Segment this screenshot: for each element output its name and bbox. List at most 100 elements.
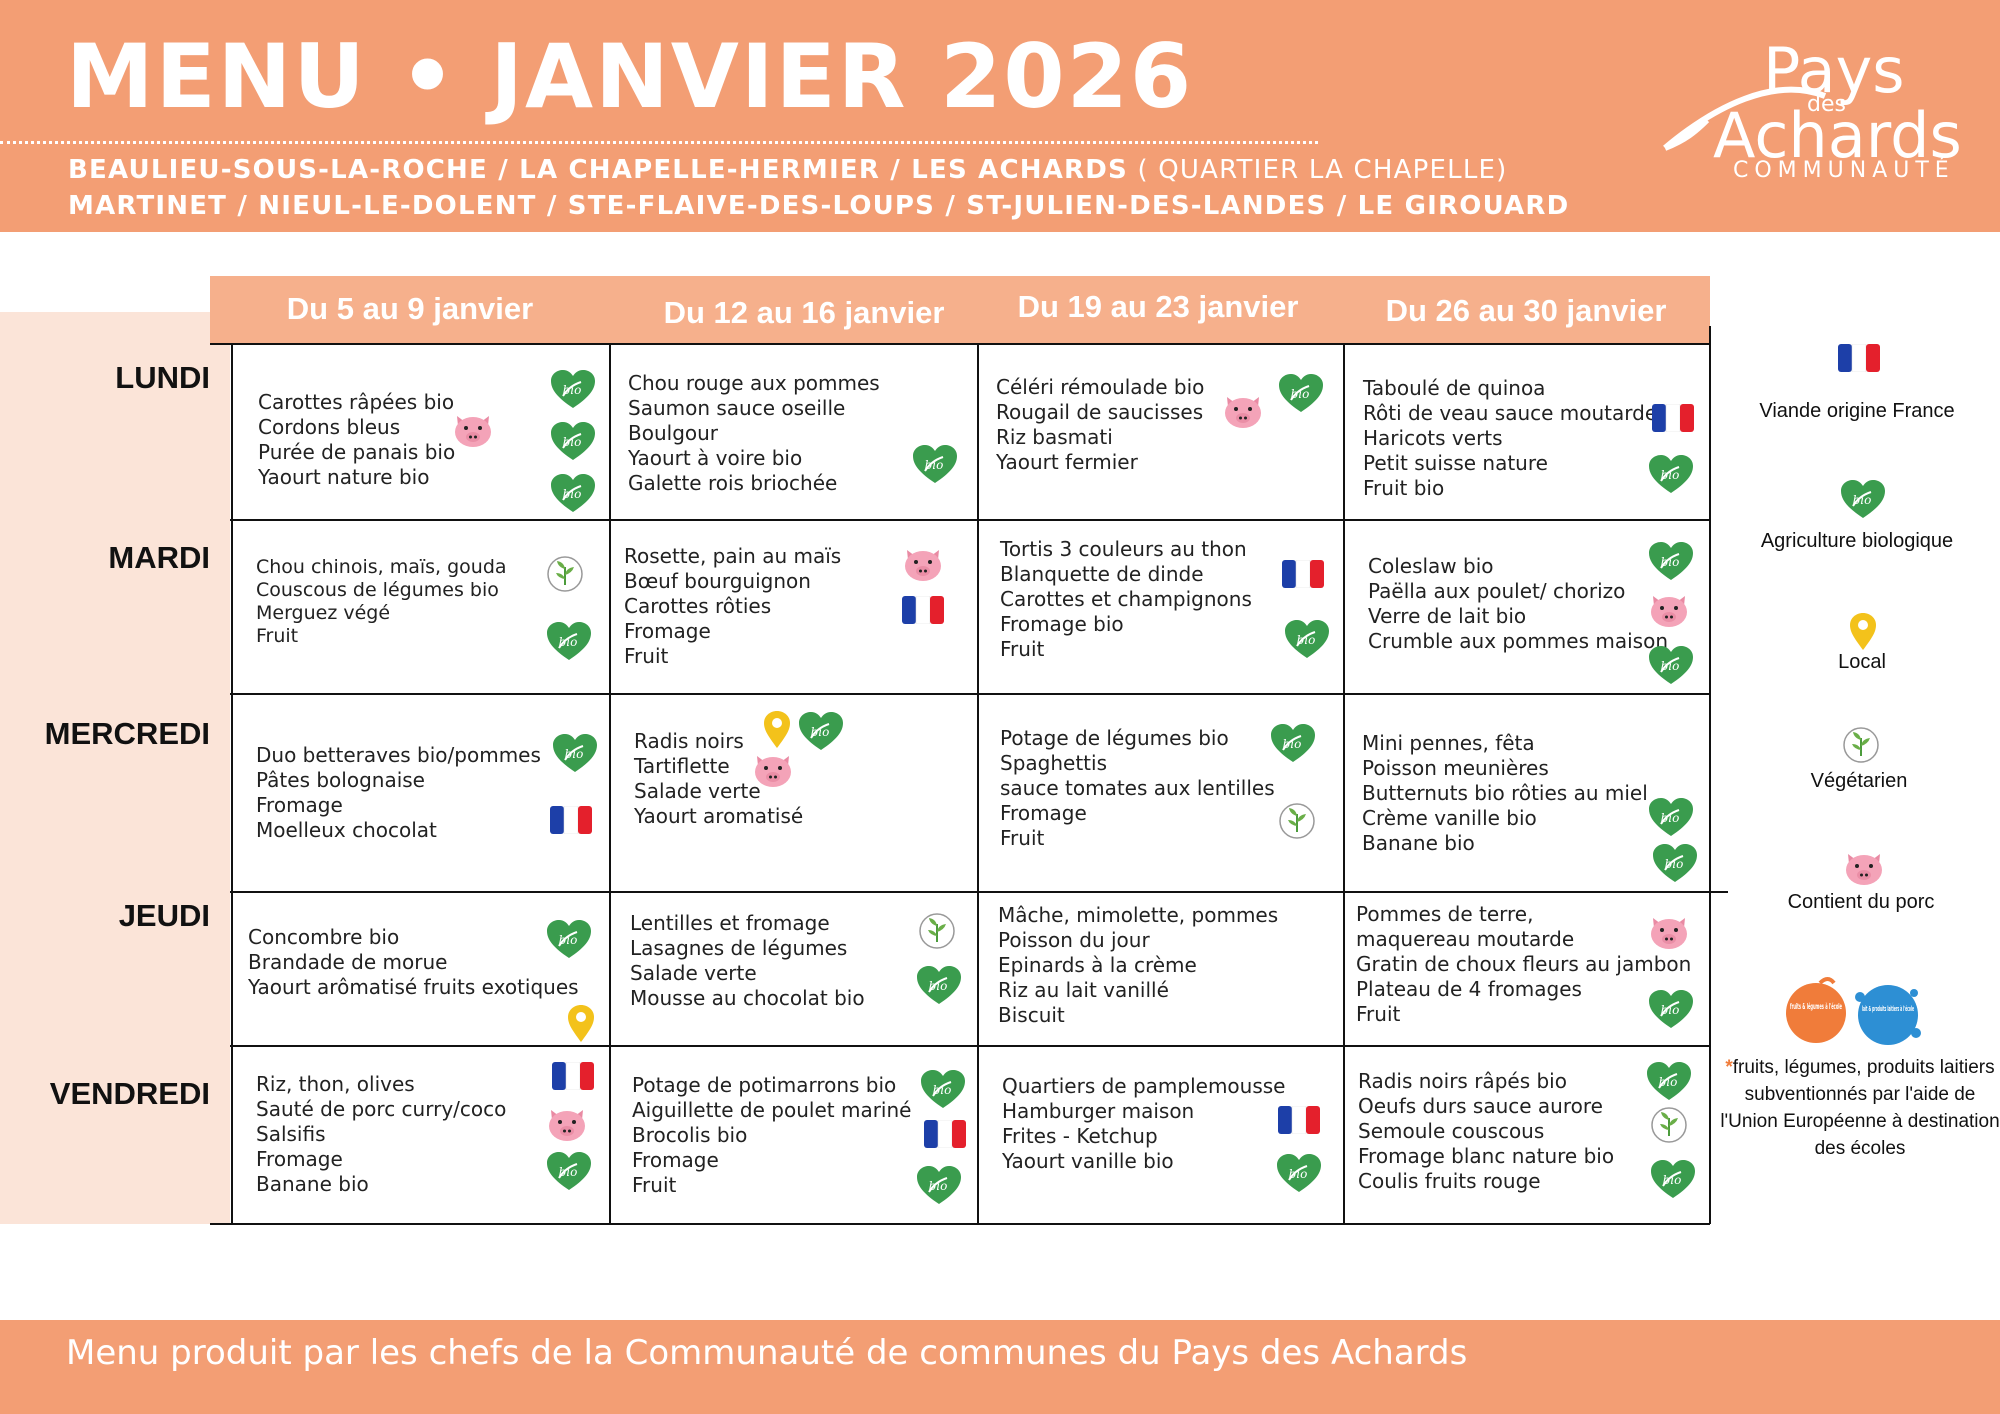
svg-text:bio: bio bbox=[1665, 857, 1684, 871]
logo-communaute: COMMUNAUTÉ bbox=[1733, 158, 1955, 183]
day-column-background bbox=[0, 312, 230, 1224]
bio-heart-icon: bio bbox=[546, 920, 592, 960]
menu-item: Bœuf bourguignon bbox=[624, 569, 811, 593]
menu-item: Riz au lait vanillé bbox=[998, 978, 1169, 1002]
day-label-jeudi: JEUDI bbox=[118, 898, 210, 933]
menu-item: Galette rois briochée bbox=[628, 471, 838, 495]
svg-text:bio: bio bbox=[559, 933, 578, 947]
menu-item: Fromage bio bbox=[1000, 612, 1124, 636]
bio-heart-icon: bio bbox=[546, 622, 592, 662]
menu-item: Cordons bleus bbox=[258, 415, 401, 439]
svg-text:bio: bio bbox=[559, 1165, 578, 1179]
bio-heart-icon: bio bbox=[1646, 1062, 1692, 1102]
svg-text:bio: bio bbox=[565, 747, 584, 761]
svg-text:bio: bio bbox=[559, 635, 578, 649]
bio-heart-icon: bio bbox=[546, 1152, 592, 1192]
menu-item: Salsifis bbox=[256, 1122, 326, 1146]
svg-text:bio: bio bbox=[929, 979, 948, 993]
menu-item: Céléri rémoulade bio bbox=[996, 375, 1205, 399]
logo-des: des bbox=[1807, 92, 1846, 117]
menu-item: Hamburger maison bbox=[1002, 1099, 1195, 1123]
menu-item: Taboulé de quinoa bbox=[1363, 376, 1546, 400]
menu-item: Lentilles et fromage bbox=[630, 911, 830, 935]
menu-item: Yaourt arômatisé fruits exotiques bbox=[248, 975, 579, 999]
svg-text:bio: bio bbox=[1661, 1003, 1680, 1017]
pig-icon bbox=[752, 752, 794, 788]
bio-heart-icon: bio bbox=[1278, 374, 1324, 414]
eu-logo-lait-text: lait & produits laitiers à l'école bbox=[1862, 1005, 1914, 1013]
france-flag-icon bbox=[924, 1120, 966, 1148]
menu-item: Rôti de veau sauce moutarde bbox=[1363, 401, 1658, 425]
menu-item: Rosette, pain au maïs bbox=[624, 544, 842, 568]
menu-item: Moelleux chocolat bbox=[256, 818, 437, 842]
menu-cell-jeudi-week2: Lentilles et fromage Lasagnes de légumes… bbox=[630, 911, 865, 1011]
svg-text:bio: bio bbox=[1659, 1075, 1678, 1089]
menu-item: Carottes et champignons bbox=[1000, 587, 1252, 611]
menu-item: Merguez végé bbox=[256, 602, 391, 624]
menu-item: Brandade de morue bbox=[248, 950, 448, 974]
bio-heart-icon: bio bbox=[550, 422, 596, 462]
menu-cell-lundi-week1: Carottes râpées bio Cordons bleus Purée … bbox=[258, 390, 455, 490]
menu-item: Petit suisse nature bbox=[1363, 451, 1548, 475]
france-flag-icon bbox=[550, 806, 592, 834]
week-header-2: Du 12 au 16 janvier bbox=[663, 295, 945, 330]
menu-cell-mercredi-week2: Radis noirs Tartiflette Salade verte Yao… bbox=[634, 729, 803, 829]
bio-heart-icon: bio bbox=[912, 445, 958, 485]
menu-item: Purée de panais bio bbox=[258, 440, 456, 464]
menu-cell-vendredi-week2: Potage de potimarrons bio Aiguillette de… bbox=[632, 1073, 911, 1198]
menu-item: Couscous de légumes bio bbox=[256, 579, 499, 601]
menu-item: Chou chinois, maïs, gouda bbox=[256, 556, 507, 578]
menu-cell-lundi-week3: Céléri rémoulade bio Rougail de saucisse… bbox=[996, 375, 1204, 475]
bio-heart-icon: bio bbox=[798, 712, 844, 752]
page-title: MENU • JANVIER 2026 bbox=[66, 25, 1194, 128]
footer-banner bbox=[0, 1320, 2000, 1414]
eu-school-programme-logos: fruits & légumes à l'école lait & produi… bbox=[1786, 977, 1921, 1045]
menu-item: Lasagnes de légumes bbox=[630, 936, 848, 960]
towns-line-1: BEAULIEU-SOUS-LA-ROCHE / LA CHAPELLE-HER… bbox=[68, 155, 1128, 185]
menu-item: Coulis fruits rouge bbox=[1358, 1169, 1541, 1193]
menu-item: Fruit bbox=[632, 1173, 677, 1197]
dotted-divider bbox=[0, 141, 1318, 144]
pig-icon bbox=[1648, 592, 1690, 628]
menu-item: Crème vanille bio bbox=[1362, 806, 1537, 830]
bio-heart-icon: bio bbox=[1270, 724, 1316, 764]
day-label-mardi: MARDI bbox=[108, 540, 210, 575]
svg-text:bio: bio bbox=[1289, 1167, 1308, 1181]
menu-item: Carottes râpées bio bbox=[258, 390, 455, 414]
menu-item: Fruit bbox=[1000, 826, 1045, 850]
france-flag-icon bbox=[552, 1062, 594, 1090]
logo-pays: Pays bbox=[1763, 34, 1905, 107]
bio-heart-icon: bio bbox=[550, 370, 596, 410]
bio-heart-icon: bio bbox=[1284, 620, 1330, 660]
menu-item: Yaourt vanille bio bbox=[1002, 1149, 1174, 1173]
bio-heart-icon: bio bbox=[1648, 542, 1694, 582]
bio-heart-icon: bio bbox=[550, 474, 596, 514]
menu-item: Fruit bbox=[1356, 1002, 1401, 1026]
menu-item: Poisson meunières bbox=[1362, 756, 1549, 780]
svg-text:bio: bio bbox=[1297, 633, 1316, 647]
menu-item: Coleslaw bio bbox=[1368, 554, 1494, 578]
menu-item: Mâche, mimolette, pommes bbox=[998, 903, 1279, 927]
menu-item: Fromage bbox=[1000, 801, 1087, 825]
menu-item: Yaourt nature bio bbox=[258, 465, 430, 489]
eu-subsidy-note: *fruits, légumes, produits laitiers subv… bbox=[1720, 1054, 2000, 1162]
location-pin-icon bbox=[762, 710, 792, 750]
menu-item: Tortis 3 couleurs au thon bbox=[1000, 537, 1247, 561]
menu-cell-mardi-week3: Tortis 3 couleurs au thon Blanquette de … bbox=[1000, 537, 1252, 662]
week-header-4: Du 26 au 30 janvier bbox=[1385, 293, 1667, 328]
towns-list: BEAULIEU-SOUS-LA-ROCHE / LA CHAPELLE-HER… bbox=[68, 152, 1569, 224]
menu-item: sauce tomates aux lentilles bbox=[1000, 776, 1275, 800]
pig-icon bbox=[1222, 393, 1264, 429]
menu-item: Mousse au chocolat bio bbox=[630, 986, 865, 1010]
pig-icon bbox=[546, 1106, 588, 1142]
svg-text:bio: bio bbox=[563, 435, 582, 449]
eu-note-text: fruits, légumes, produits laitiers subve… bbox=[1720, 1057, 2000, 1159]
menu-item: Rougail de saucisses bbox=[996, 400, 1204, 424]
legend-label-porc: Contient du porc bbox=[1787, 891, 1935, 913]
pig-icon bbox=[1648, 914, 1690, 950]
menu-item: Plateau de 4 fromages bbox=[1356, 977, 1582, 1001]
bio-heart-icon: bio bbox=[1648, 455, 1694, 495]
week-header-bar bbox=[210, 276, 1710, 344]
footer-text: Menu produit par les chefs de la Communa… bbox=[66, 1333, 1468, 1373]
